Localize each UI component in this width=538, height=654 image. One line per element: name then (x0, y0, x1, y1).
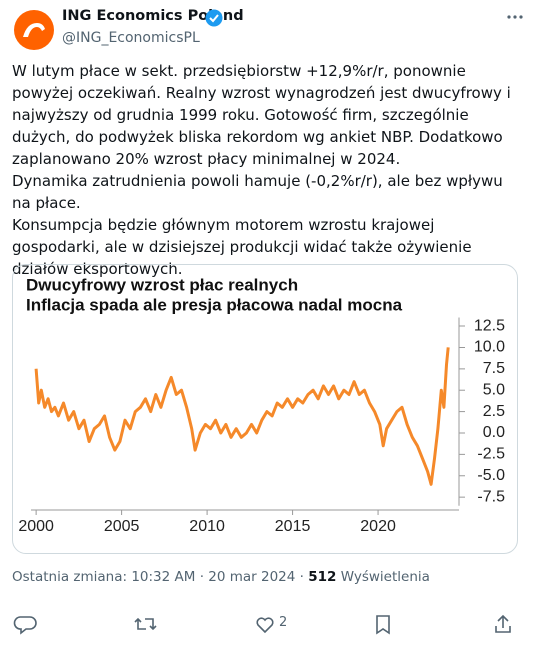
view-count: 512 (308, 569, 337, 585)
x-tick-label: 2015 (275, 518, 311, 535)
more-button[interactable] (505, 12, 525, 22)
avatar[interactable] (13, 9, 55, 51)
x-tick-label: 2020 (360, 518, 396, 535)
y-tick-label: -2.5 (477, 446, 505, 463)
y-tick-label: 12.5 (474, 317, 505, 334)
paragraph: Dynamika zatrudnienia powoli hamuje (-0,… (12, 172, 503, 212)
repost-button[interactable] (134, 617, 157, 631)
y-tick-label: 7.5 (483, 360, 505, 377)
y-tick-label: 2.5 (483, 403, 505, 420)
verified-badge (205, 9, 223, 27)
chart: Dwucyfrowy wzrost płac realnych Inflacja… (18, 275, 505, 535)
x-tick-label: 2005 (104, 518, 140, 535)
tweet-meta: Ostatnia zmiana: 10:32 AM · 20 mar 2024 … (12, 569, 430, 585)
x-tick-label: 2000 (18, 518, 54, 535)
author-handle[interactable]: @ING_EconomicsPL (62, 30, 200, 46)
reply-button[interactable] (13, 616, 37, 635)
y-tick-label: 0.0 (483, 424, 505, 441)
timestamp[interactable]: Ostatnia zmiana: 10:32 AM · 20 mar 2024 … (12, 569, 304, 585)
author-name[interactable]: ING Economics Poland (62, 8, 244, 24)
bookmark-button[interactable] (376, 615, 390, 635)
paragraph: W lutym płace w sekt. przedsiębiorstw +1… (12, 62, 511, 168)
chart-subtitle: Inflacja spada ale presja płacowa nadal … (26, 295, 403, 314)
data-line (34, 347, 450, 486)
share-button[interactable] (495, 614, 511, 633)
chart-title: Dwucyfrowy wzrost płac realnych (26, 275, 298, 294)
like-button[interactable] (256, 617, 274, 634)
media-card[interactable]: Dwucyfrowy wzrost płac realnych Inflacja… (12, 264, 518, 554)
y-tick-label: -5.0 (477, 467, 505, 484)
tweet-text: W lutym płace w sekt. przedsiębiorstw +1… (12, 60, 520, 280)
y-tick-label: -7.5 (477, 488, 505, 505)
x-tick-label: 2010 (189, 518, 225, 535)
like-count: 2 (279, 615, 288, 630)
view-label: Wyświetlenia (340, 569, 430, 585)
y-tick-label: 10.0 (474, 339, 505, 356)
y-tick-label: 5.0 (483, 381, 505, 398)
action-bar (13, 614, 511, 635)
